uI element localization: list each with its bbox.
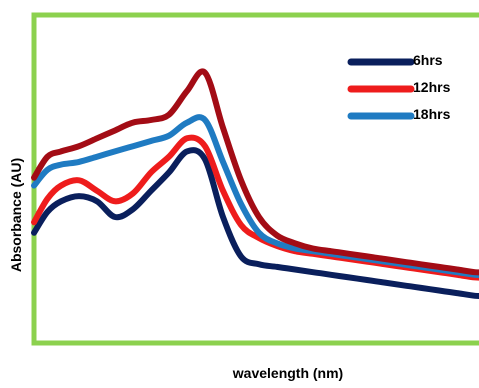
x-axis-label: wavelength (nm) xyxy=(232,365,343,381)
series-layer xyxy=(31,68,479,299)
legend-label-18hrs: 18hrs xyxy=(413,106,451,122)
legend: 6hrs 12hrs 18hrs xyxy=(341,42,467,132)
legend-label-12hrs: 12hrs xyxy=(413,79,451,95)
legend-label-6hrs: 6hrs xyxy=(413,52,443,68)
series-line-6hrs xyxy=(31,147,479,299)
series-line-series-4 xyxy=(31,68,479,276)
y-axis-label: Absorbance (AU) xyxy=(8,158,24,272)
